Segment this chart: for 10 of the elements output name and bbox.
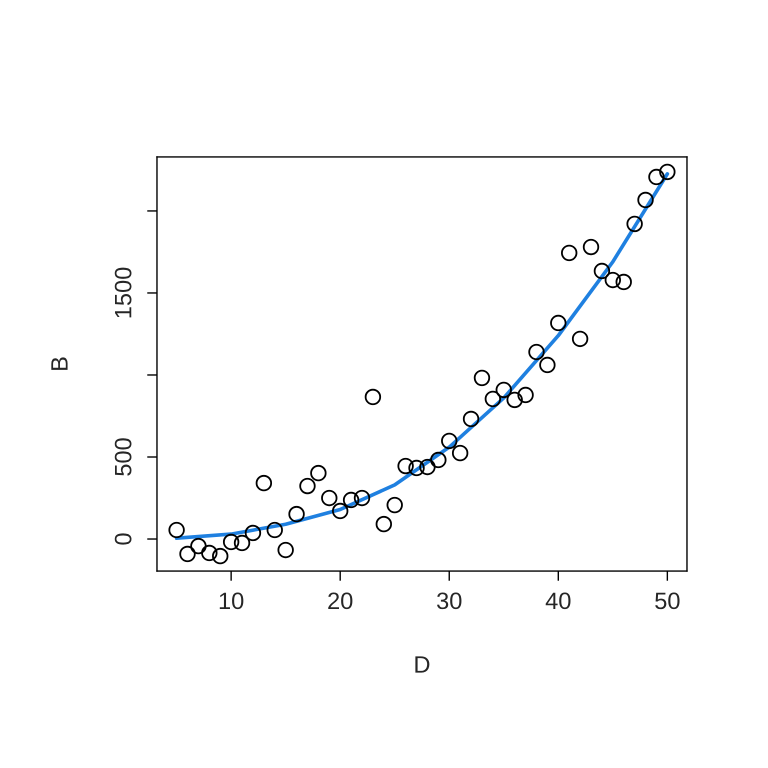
- x-tick-label: 20: [328, 592, 352, 610]
- x-tick-label: 10: [220, 592, 244, 610]
- x-tick-label: 40: [546, 592, 571, 610]
- x-axis-title: D: [415, 656, 430, 673]
- x-tick-label: 50: [655, 592, 680, 610]
- y-tick-label: 500: [114, 438, 132, 476]
- y-axis-title: B: [51, 357, 68, 370]
- x-tick-label: 30: [437, 592, 462, 610]
- y-tick-label: 0: [114, 533, 132, 545]
- y-tick-label: 1500: [114, 268, 132, 318]
